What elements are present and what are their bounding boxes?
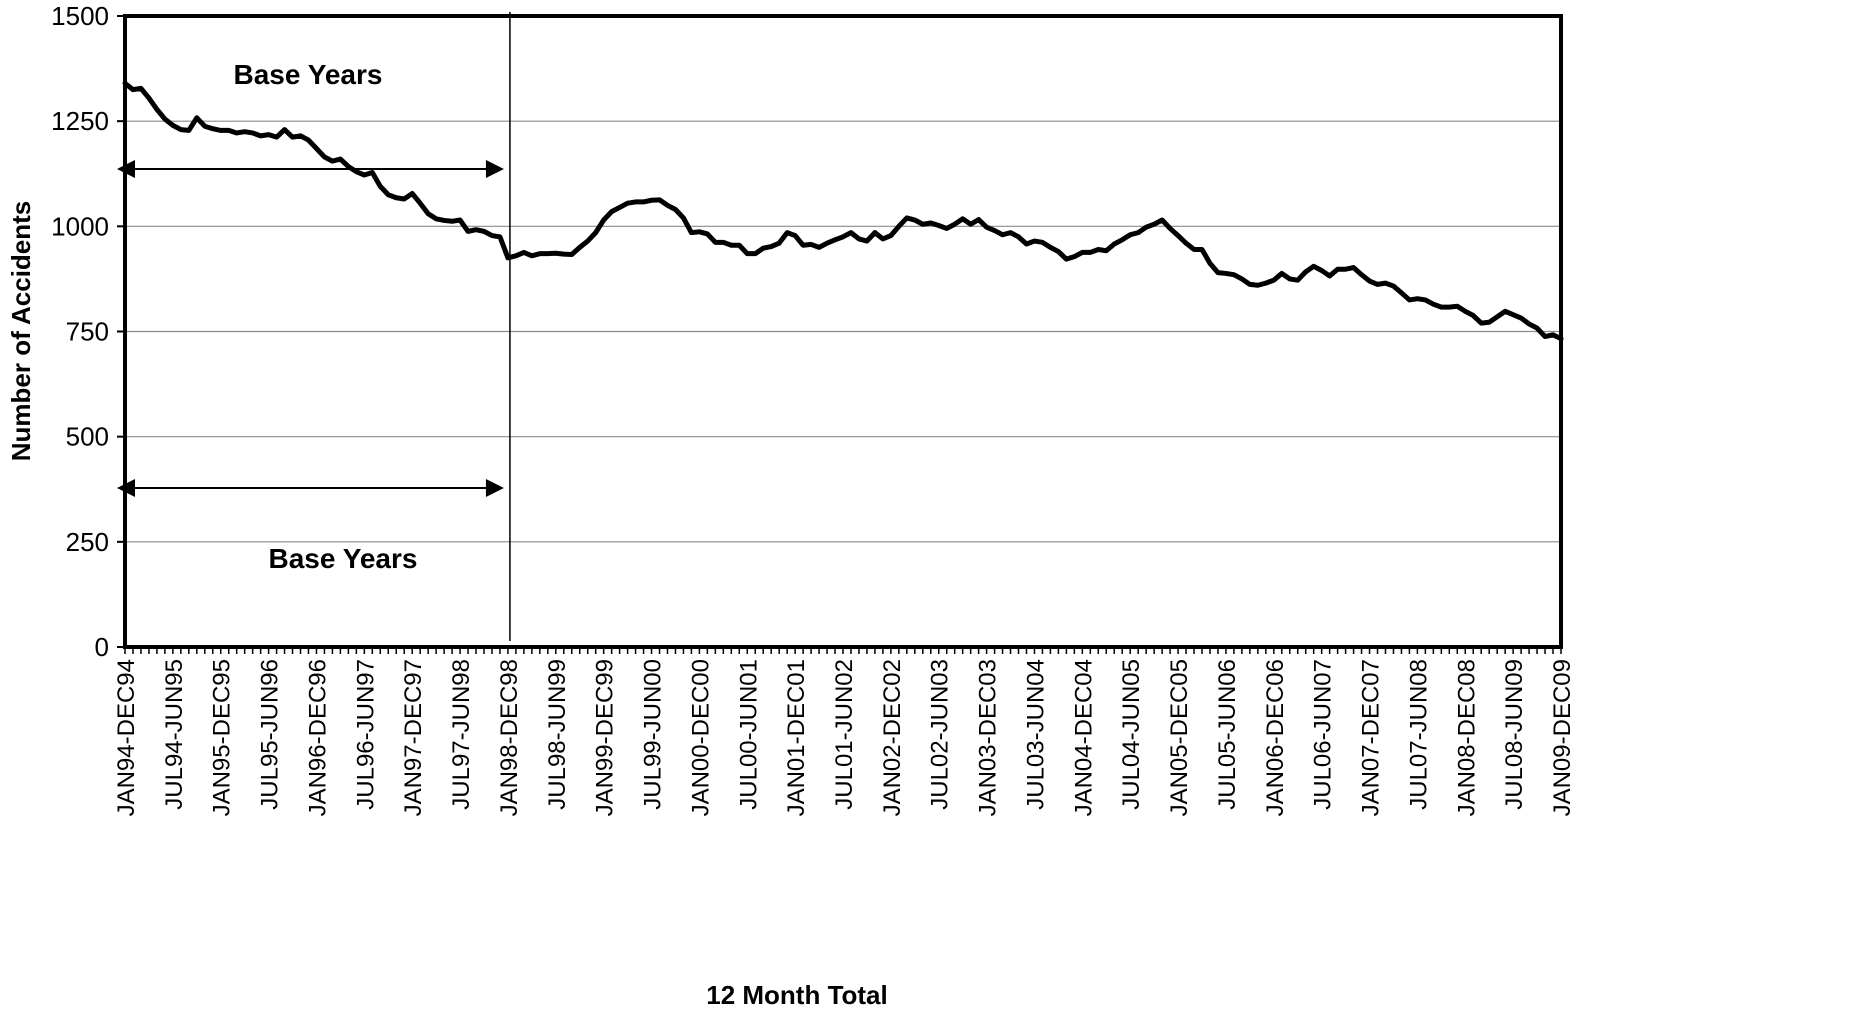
x-tick-label: JUL99-JUN00 [640, 659, 667, 810]
x-tick-label: JUL97-JUN98 [448, 659, 475, 810]
x-tick-label: JUL02-JUN03 [927, 659, 954, 810]
x-tick-label: JAN09-DEC09 [1549, 659, 1576, 816]
y-axis-title: Number of Accidents [6, 201, 36, 462]
x-tick-label: JUL00-JUN01 [735, 659, 762, 810]
annotation-base-years-bottom: Base Years [269, 543, 418, 574]
x-tick-label: JAN94-DEC94 [113, 659, 140, 816]
x-tick-label: JAN05-DEC05 [1166, 659, 1193, 816]
x-tick-label: JUL06-JUN07 [1310, 659, 1337, 810]
plot-frame [123, 14, 1563, 649]
x-tick-label: JUL04-JUN05 [1118, 659, 1145, 810]
x-tick-label: JAN97-DEC97 [400, 659, 427, 816]
x-axis-title: 12 Month Total [706, 980, 888, 1010]
y-tick-labels: 0 250 500 750 1000 1250 1500 [51, 1, 109, 662]
y-tick-label: 750 [66, 317, 109, 347]
base-years-arrows [117, 160, 504, 497]
x-tick-label: JUL08-JUN09 [1501, 659, 1528, 810]
y-tick-label: 1250 [51, 106, 109, 136]
x-tick-label: JAN95-DEC95 [209, 659, 236, 816]
x-tick-label: JAN01-DEC01 [783, 659, 810, 816]
x-tick-label: JAN99-DEC99 [592, 659, 619, 816]
x-tick-label: JAN04-DEC04 [1070, 659, 1097, 816]
y-tick-label: 500 [66, 422, 109, 452]
x-tick-label: JAN08-DEC08 [1453, 659, 1480, 816]
x-tick-label: JUL98-JUN99 [544, 659, 571, 810]
y-tick-label: 250 [66, 527, 109, 557]
y-tick-label: 1000 [51, 211, 109, 241]
annotation-base-years-top: Base Years [234, 59, 383, 90]
gridlines [117, 15, 1561, 648]
x-tick-labels: JAN94-DEC94 JUL94-JUN95 JAN95-DEC95 JUL95-J… [113, 659, 1576, 816]
arrow-head-left [117, 479, 135, 497]
x-tick-label: JAN96-DEC96 [304, 659, 331, 816]
x-tick-label: JUL03-JUN04 [1022, 659, 1049, 810]
x-tick-label: JUL05-JUN06 [1214, 659, 1241, 810]
x-tick-label: JAN06-DEC06 [1262, 659, 1289, 816]
arrow-head-left [117, 160, 135, 178]
y-tick-label: 1500 [51, 1, 109, 31]
x-tick-label: JUL01-JUN02 [831, 659, 858, 810]
x-tick-label: JUL96-JUN97 [352, 659, 379, 810]
y-tick-label: 0 [95, 632, 109, 662]
x-tick-label: JAN03-DEC03 [975, 659, 1002, 816]
arrow-head-right [485, 479, 504, 497]
x-tick-label: JAN00-DEC00 [687, 659, 714, 816]
x-tick-label: JUL07-JUN08 [1405, 659, 1432, 810]
x-tick-label: JUL94-JUN95 [161, 659, 188, 810]
x-tick-label: JAN98-DEC98 [496, 659, 523, 816]
x-tick-label: JAN02-DEC02 [879, 659, 906, 816]
arrow-head-right [485, 160, 504, 178]
x-tick-label: JUL95-JUN96 [257, 659, 284, 810]
series-line [122, 80, 1564, 342]
x-tick-label: JAN07-DEC07 [1358, 659, 1385, 816]
